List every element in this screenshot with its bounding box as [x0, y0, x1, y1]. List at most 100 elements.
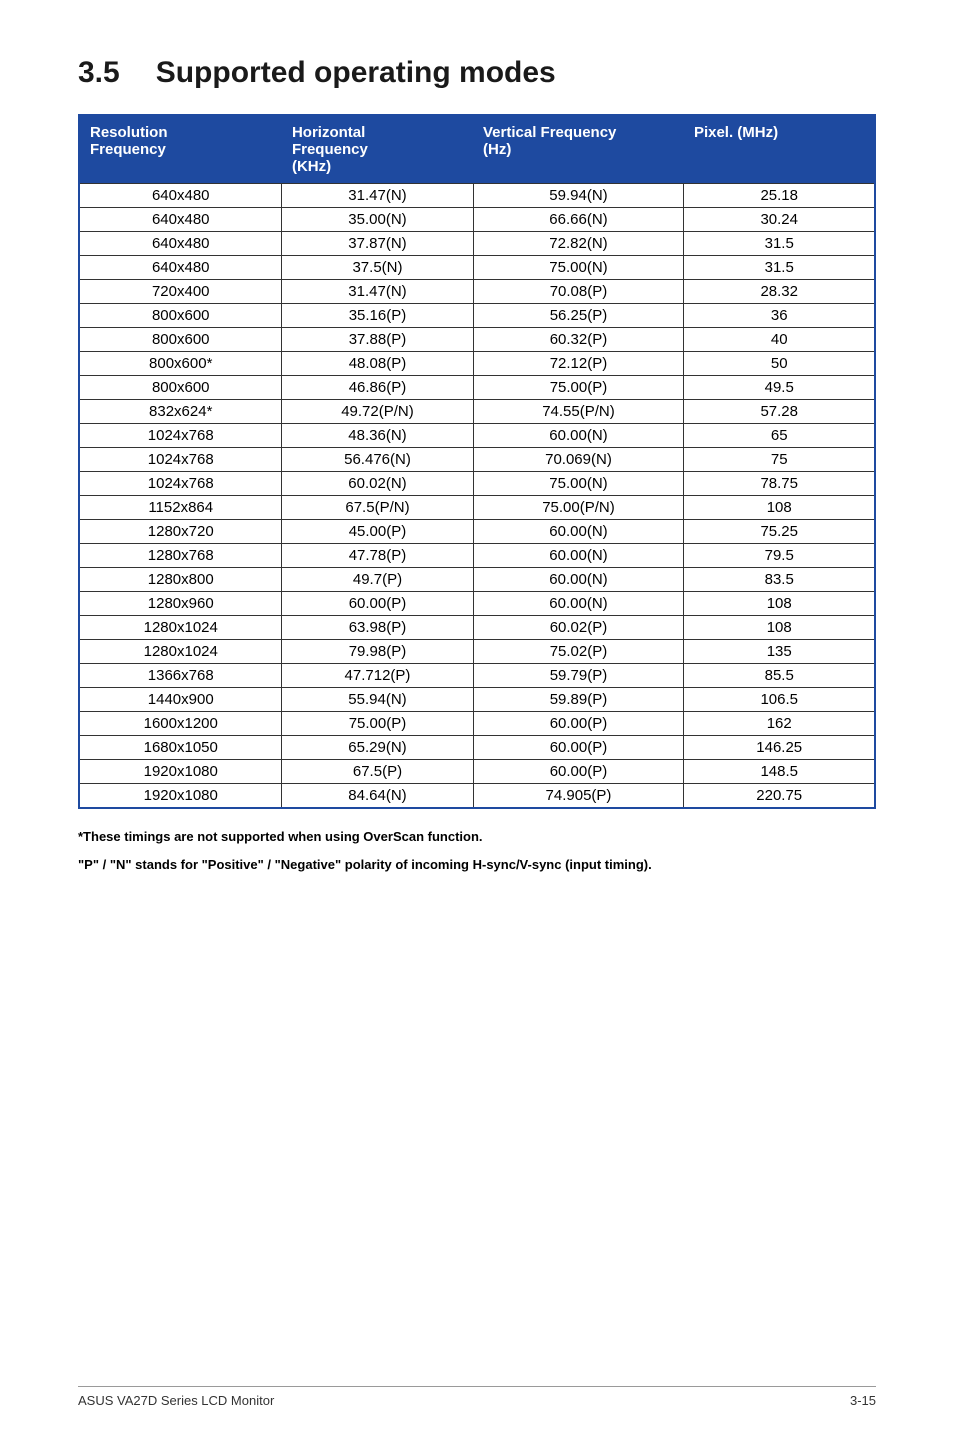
table-cell: 108: [684, 496, 875, 520]
table-cell: 1024x768: [79, 448, 282, 472]
footer-right: 3-15: [850, 1393, 876, 1408]
table-cell: 1440x900: [79, 688, 282, 712]
section-heading: 3.5Supported operating modes: [78, 56, 876, 90]
col-hfreq: HorizontalFrequency(KHz): [282, 115, 473, 184]
table-cell: 65: [684, 424, 875, 448]
table-cell: 56.476(N): [282, 448, 473, 472]
table-cell: 65.29(N): [282, 736, 473, 760]
table-cell: 75.02(P): [473, 640, 684, 664]
table-body: 640x48031.47(N)59.94(N)25.18640x48035.00…: [79, 184, 875, 809]
table-cell: 75.00(N): [473, 256, 684, 280]
table-cell: 30.24: [684, 208, 875, 232]
table-cell: 1280x768: [79, 544, 282, 568]
col-resolution: ResolutionFrequency: [79, 115, 282, 184]
table-cell: 1280x1024: [79, 616, 282, 640]
table-cell: 60.00(N): [473, 544, 684, 568]
table-cell: 57.28: [684, 400, 875, 424]
table-row: 1366x76847.712(P)59.79(P)85.5: [79, 664, 875, 688]
table-cell: 60.02(P): [473, 616, 684, 640]
table-row: 1280x80049.7(P)60.00(N)83.5: [79, 568, 875, 592]
table-header-row: ResolutionFrequency HorizontalFrequency(…: [79, 115, 875, 184]
table-cell: 35.16(P): [282, 304, 473, 328]
table-row: 1280x102479.98(P)75.02(P)135: [79, 640, 875, 664]
table-cell: 1600x1200: [79, 712, 282, 736]
table-cell: 1920x1080: [79, 760, 282, 784]
table-cell: 135: [684, 640, 875, 664]
table-row: 1280x96060.00(P)60.00(N)108: [79, 592, 875, 616]
table-row: 1024x76856.476(N)70.069(N)75: [79, 448, 875, 472]
table-cell: 640x480: [79, 208, 282, 232]
table-cell: 1024x768: [79, 472, 282, 496]
table-cell: 640x480: [79, 232, 282, 256]
table-cell: 55.94(N): [282, 688, 473, 712]
table-cell: 72.12(P): [473, 352, 684, 376]
table-cell: 70.069(N): [473, 448, 684, 472]
table-cell: 78.75: [684, 472, 875, 496]
table-cell: 75.00(P): [282, 712, 473, 736]
table-cell: 31.5: [684, 232, 875, 256]
modes-table: ResolutionFrequency HorizontalFrequency(…: [78, 114, 876, 809]
table-row: 800x60037.88(P)60.32(P)40: [79, 328, 875, 352]
table-cell: 45.00(P): [282, 520, 473, 544]
table-row: 1152x86467.5(P/N)75.00(P/N)108: [79, 496, 875, 520]
table-cell: 60.00(P): [473, 712, 684, 736]
table-cell: 36: [684, 304, 875, 328]
table-cell: 48.36(N): [282, 424, 473, 448]
table-row: 832x624*49.72(P/N)74.55(P/N)57.28: [79, 400, 875, 424]
table-cell: 60.00(N): [473, 568, 684, 592]
table-row: 1024x76860.02(N)75.00(N)78.75: [79, 472, 875, 496]
table-row: 1440x90055.94(N)59.89(P)106.5: [79, 688, 875, 712]
table-cell: 46.86(P): [282, 376, 473, 400]
table-row: 1280x76847.78(P)60.00(N)79.5: [79, 544, 875, 568]
table-cell: 800x600*: [79, 352, 282, 376]
table-cell: 74.55(P/N): [473, 400, 684, 424]
table-row: 800x600*48.08(P)72.12(P)50: [79, 352, 875, 376]
table-cell: 75.25: [684, 520, 875, 544]
table-cell: 1280x720: [79, 520, 282, 544]
table-cell: 1280x800: [79, 568, 282, 592]
table-cell: 66.66(N): [473, 208, 684, 232]
table-cell: 800x600: [79, 328, 282, 352]
note-polarity: "P" / "N" stands for "Positive" / "Negat…: [78, 855, 876, 875]
table-row: 640x48037.5(N)75.00(N)31.5: [79, 256, 875, 280]
table-cell: 60.02(N): [282, 472, 473, 496]
table-cell: 832x624*: [79, 400, 282, 424]
table-row: 800x60046.86(P)75.00(P)49.5: [79, 376, 875, 400]
table-row: 640x48037.87(N)72.82(N)31.5: [79, 232, 875, 256]
table-cell: 85.5: [684, 664, 875, 688]
section-number: 3.5: [78, 56, 120, 90]
table-cell: 75.00(N): [473, 472, 684, 496]
table-row: 1680x105065.29(N)60.00(P)146.25: [79, 736, 875, 760]
note-overscan: *These timings are not supported when us…: [78, 827, 876, 847]
table-cell: 148.5: [684, 760, 875, 784]
table-cell: 31.47(N): [282, 184, 473, 208]
table-cell: 59.89(P): [473, 688, 684, 712]
table-head: ResolutionFrequency HorizontalFrequency(…: [79, 115, 875, 184]
table-cell: 72.82(N): [473, 232, 684, 256]
table-cell: 60.00(N): [473, 520, 684, 544]
table-cell: 49.72(P/N): [282, 400, 473, 424]
table-cell: 25.18: [684, 184, 875, 208]
page: 3.5Supported operating modes ResolutionF…: [0, 0, 954, 1438]
table-cell: 108: [684, 616, 875, 640]
table-row: 800x60035.16(P)56.25(P)36: [79, 304, 875, 328]
table-cell: 162: [684, 712, 875, 736]
table-cell: 67.5(P/N): [282, 496, 473, 520]
table-cell: 37.88(P): [282, 328, 473, 352]
table-cell: 37.5(N): [282, 256, 473, 280]
table-cell: 60.00(P): [473, 736, 684, 760]
table-row: 1920x108067.5(P)60.00(P)148.5: [79, 760, 875, 784]
table-cell: 75: [684, 448, 875, 472]
table-cell: 28.32: [684, 280, 875, 304]
page-footer: ASUS VA27D Series LCD Monitor 3-15: [78, 1386, 876, 1408]
table-cell: 31.47(N): [282, 280, 473, 304]
table-row: 1280x72045.00(P)60.00(N)75.25: [79, 520, 875, 544]
table-row: 1920x108084.64(N)74.905(P)220.75: [79, 784, 875, 809]
table-cell: 640x480: [79, 184, 282, 208]
table-cell: 59.79(P): [473, 664, 684, 688]
col-pixel: Pixel. (MHz): [684, 115, 875, 184]
table-cell: 60.32(P): [473, 328, 684, 352]
table-cell: 106.5: [684, 688, 875, 712]
table-row: 1600x120075.00(P)60.00(P)162: [79, 712, 875, 736]
table-cell: 800x600: [79, 304, 282, 328]
